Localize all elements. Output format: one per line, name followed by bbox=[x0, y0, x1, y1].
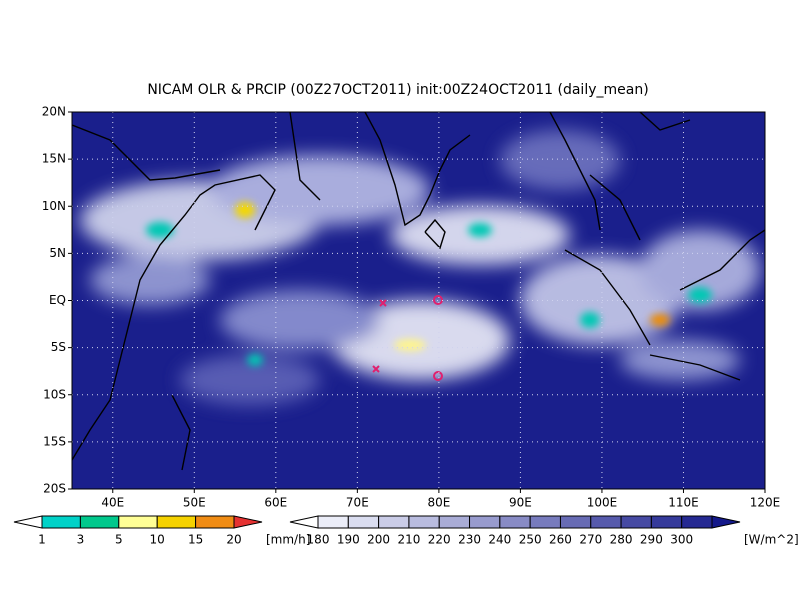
colorbar-label: 180 bbox=[307, 533, 330, 547]
colorbar-box bbox=[79, 515, 120, 529]
lat-label: EQ bbox=[49, 293, 66, 307]
colorbar-box bbox=[438, 515, 471, 529]
colorbar-box bbox=[529, 515, 561, 529]
colorbar-label: 250 bbox=[519, 533, 542, 547]
lon-label: 100E bbox=[587, 496, 618, 510]
lon-label: 70E bbox=[346, 496, 369, 510]
colorbar-box bbox=[317, 515, 349, 529]
lat-label: 20S bbox=[43, 482, 66, 496]
colorbar-label: 200 bbox=[367, 533, 390, 547]
storm-marker bbox=[433, 371, 443, 381]
lon-label: 120E bbox=[750, 496, 781, 510]
colorbar-label: 5 bbox=[115, 533, 123, 547]
colorbar-unit: [W/m^2] bbox=[744, 533, 799, 547]
map-title: NICAM OLR & PRCIP (00Z27OCT2011) init:00… bbox=[147, 82, 648, 98]
colorbar-label: 190 bbox=[337, 533, 360, 547]
colorbar-end bbox=[711, 515, 741, 529]
colorbar-label: 220 bbox=[428, 533, 451, 547]
lat-label: 15N bbox=[42, 152, 66, 166]
colorbar-box bbox=[499, 515, 531, 529]
colorbar-box bbox=[620, 515, 652, 529]
map-field bbox=[72, 112, 765, 489]
colorbar-label: 1 bbox=[38, 533, 46, 547]
colorbar-end bbox=[233, 515, 263, 529]
lon-label: 50E bbox=[183, 496, 206, 510]
lat-label: 15S bbox=[43, 434, 66, 448]
colorbar-box bbox=[469, 515, 501, 529]
colorbar-box bbox=[590, 515, 622, 529]
colorbar-box bbox=[41, 515, 81, 529]
coastline bbox=[72, 112, 765, 471]
lat-label: 20N bbox=[42, 105, 66, 119]
colorbar-label: 270 bbox=[579, 533, 602, 547]
colorbar-box bbox=[195, 515, 235, 529]
colorbar-label: 300 bbox=[670, 533, 693, 547]
colorbar-label: 240 bbox=[488, 533, 511, 547]
colorbar-box bbox=[378, 515, 410, 529]
colorbar-box bbox=[681, 515, 713, 529]
colorbar-label: 15 bbox=[188, 533, 203, 547]
colorbar-label: 210 bbox=[397, 533, 420, 547]
lat-label: 5S bbox=[51, 340, 66, 354]
colorbar-box bbox=[156, 515, 197, 529]
colorbar-box bbox=[408, 515, 440, 529]
lat-label: 10S bbox=[43, 387, 66, 401]
colorbar-label: 280 bbox=[610, 533, 633, 547]
colorbar-label: 3 bbox=[77, 533, 85, 547]
colorbar-box bbox=[347, 515, 380, 529]
storm-marker bbox=[372, 299, 387, 373]
lat-label: 10N bbox=[42, 199, 66, 213]
colorbar-box bbox=[650, 515, 683, 529]
lon-label: 110E bbox=[668, 496, 699, 510]
colorbar-end bbox=[13, 515, 43, 529]
lon-label: 90E bbox=[509, 496, 532, 510]
lat-label: 5N bbox=[49, 246, 66, 260]
colorbar-label: 260 bbox=[549, 533, 572, 547]
colorbar-unit: [mm/h] bbox=[266, 533, 310, 547]
colorbar-box bbox=[559, 515, 592, 529]
colorbar-end bbox=[289, 515, 319, 529]
colorbar-label: 230 bbox=[458, 533, 481, 547]
colorbar-label: 20 bbox=[226, 533, 241, 547]
lon-label: 80E bbox=[427, 496, 450, 510]
colorbar-label: 290 bbox=[640, 533, 663, 547]
colorbar-label: 10 bbox=[150, 533, 165, 547]
lon-label: 60E bbox=[264, 496, 287, 510]
colorbar-box bbox=[118, 515, 158, 529]
lon-label: 40E bbox=[101, 496, 124, 510]
